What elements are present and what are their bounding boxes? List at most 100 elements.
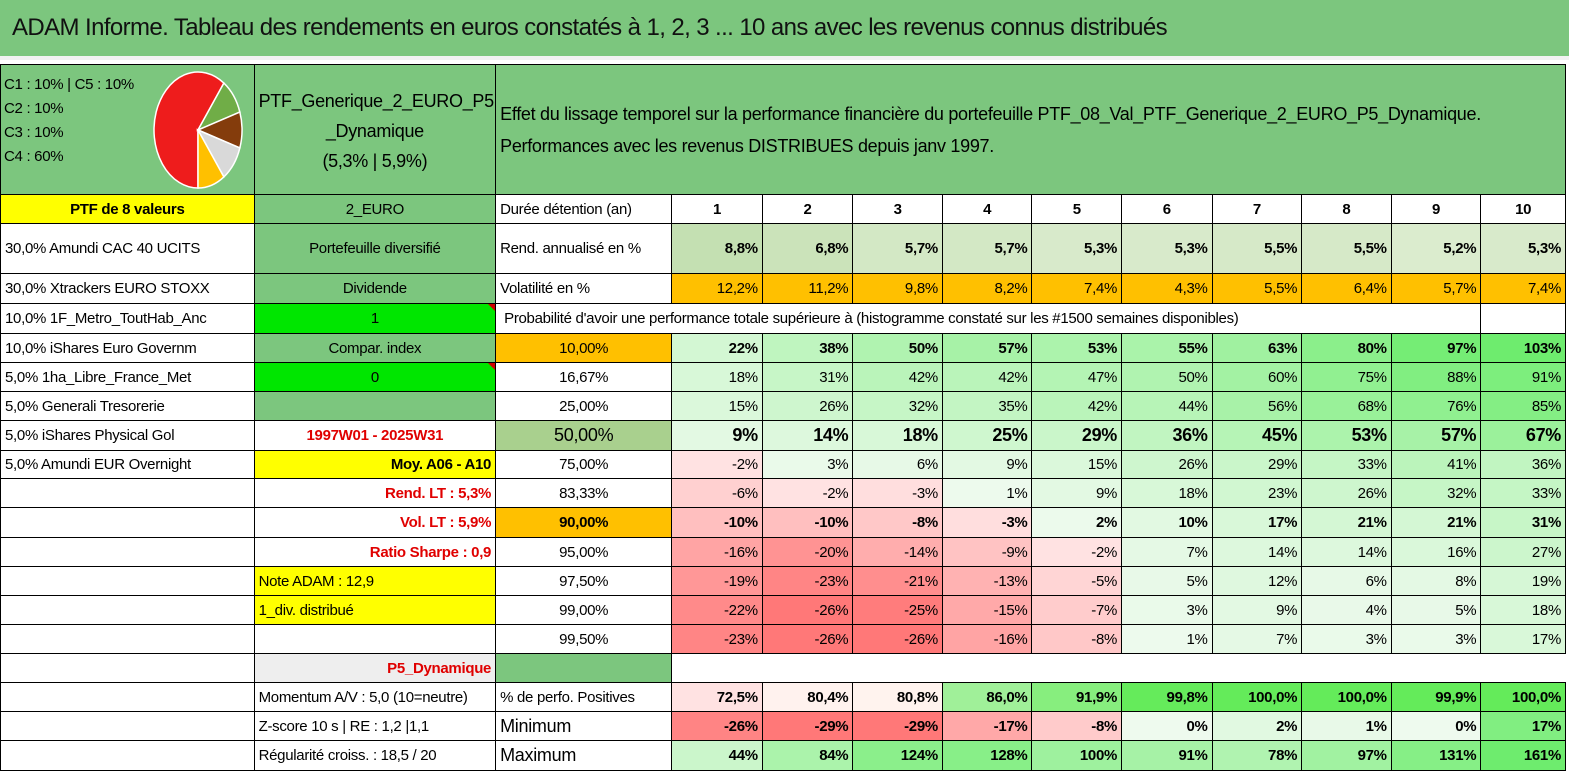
prob-value: -19% [671, 566, 763, 596]
prob-value: 5% [1390, 595, 1482, 625]
prob-value: 47% [1031, 362, 1123, 392]
holding-item: 30,0% Amundi CAC 40 UCITS [0, 223, 255, 274]
dividend-label: Dividende [253, 273, 497, 304]
minimum-label: Minimum [495, 711, 673, 741]
prob-value: 63% [1211, 333, 1303, 363]
prob-value: -16% [941, 624, 1033, 654]
empty-cell [1480, 303, 1566, 334]
year-header: 6 [1121, 194, 1213, 224]
year-header: 9 [1390, 194, 1482, 224]
prob-value: 53% [1301, 420, 1392, 451]
prob-value: 42% [941, 362, 1033, 392]
prob-value: 103% [1480, 333, 1566, 363]
portfolio-name-suffix: _Dynamique [325, 120, 424, 141]
return-value: 6,8% [761, 223, 854, 274]
prob-value: 57% [941, 333, 1033, 363]
volatility-row: 30,0% Xtrackers EURO STOXX Dividende Vol… [0, 273, 1566, 304]
threshold: 16,67% [495, 362, 673, 392]
prob-value: 68% [1301, 391, 1392, 421]
prob-value: 9% [671, 420, 763, 451]
pie-slice [197, 129, 225, 189]
pie-legend: C1 : 10% | C5 : 10% C2 : 10% C3 : 10% C4… [4, 73, 134, 169]
zscore-label: Z-score 10 s | RE : 1,2 |1,1 [253, 711, 497, 741]
duration-label: Durée détention (an) [495, 194, 673, 224]
prob-value: 3% [1390, 624, 1482, 654]
holding-item: 5,0% Amundi EUR Overnight [0, 450, 255, 479]
prob-row: 5,0% iShares Physical Gol 1997W01 - 2025… [0, 420, 1566, 451]
prob-row: 5,0% Generali Tresorerie 25,00% 15% 26% … [0, 391, 1566, 421]
return-value: 5,7% [852, 223, 943, 274]
prob-value: 44% [1121, 391, 1213, 421]
minimum-value: 2% [1211, 711, 1303, 741]
prob-value: 14% [761, 420, 854, 451]
prob-value: 26% [1301, 478, 1392, 508]
prob-value: -22% [671, 595, 763, 625]
empty-cell [0, 740, 255, 771]
prob-value: 56% [1211, 391, 1303, 421]
holding-item: 10,0% iShares Euro Governm [0, 333, 255, 363]
minimum-value: -8% [1031, 711, 1123, 741]
prob-value: 18% [671, 362, 763, 392]
prob-value: 3% [761, 450, 854, 479]
prob-value: 42% [852, 362, 943, 392]
currency-label: 2_EURO [253, 194, 497, 224]
volatility-value: 5,5% [1211, 273, 1303, 304]
year-header: 10 [1480, 194, 1566, 224]
prob-value: 16% [1390, 537, 1482, 567]
prob-value: 8% [1390, 566, 1482, 596]
ptf-label: PTF de 8 valeurs [0, 194, 255, 224]
return-value: 5,2% [1390, 223, 1482, 274]
prob-value: -23% [761, 566, 854, 596]
prob-value: -25% [852, 595, 943, 625]
prob-value: 14% [1301, 537, 1392, 567]
prob-value: 17% [1480, 624, 1566, 654]
prob-value: 32% [1390, 478, 1482, 508]
prob-value: -13% [941, 566, 1033, 596]
prob-value: -9% [941, 537, 1033, 567]
portfolio-stats: (5,3% | 5,9%) [322, 150, 428, 171]
maximum-value: 131% [1390, 740, 1482, 771]
prob-row: 5,0% 1ha_Libre_France_Met 0 16,67% 18% 3… [0, 362, 1566, 392]
empty-cell [0, 566, 255, 596]
prob-row: 1_div. distribué 99,00% -22% -26% -25% -… [0, 595, 1566, 625]
prob-value: -6% [671, 478, 763, 508]
maximum-label: Maximum [495, 740, 673, 771]
prob-value: 7% [1121, 537, 1213, 567]
volatility-value: 11,2% [761, 273, 854, 304]
maximum-row: Régularité croiss. : 18,5 / 20 Maximum 4… [0, 740, 1566, 771]
threshold: 99,50% [495, 624, 673, 654]
maximum-value: 100% [1031, 740, 1123, 771]
holding-item: 10,0% 1F_Metro_ToutHab_Anc [0, 303, 255, 334]
volatility-value: 4,3% [1121, 273, 1213, 304]
prob-value: 21% [1301, 507, 1392, 538]
prob-value: 3% [1301, 624, 1392, 654]
long-term-return: Rend. LT : 5,3% [253, 478, 497, 508]
pie-legend-item: C1 : 10% | C5 : 10% [4, 76, 134, 93]
profile-row: P5_Dynamique [0, 653, 1566, 683]
return-value: 5,7% [941, 223, 1033, 274]
return-row: 30,0% Amundi CAC 40 UCITS Portefeuille d… [0, 223, 1566, 274]
compar-index-label: Compar. index [253, 333, 497, 363]
return-label: Rend. annualisé en % [495, 223, 673, 274]
prob-value: -14% [852, 537, 943, 567]
prob-row: Ratio Sharpe : 0,9 95,00% -16% -20% -14%… [0, 537, 1566, 567]
prob-row: Note ADAM : 12,9 97,50% -19% -23% -21% -… [0, 566, 1566, 596]
year-header: 1 [671, 194, 763, 224]
prob-value: 15% [1031, 450, 1123, 479]
prob-value: 7% [1211, 624, 1303, 654]
prob-value: 75% [1301, 362, 1392, 392]
prob-value: 17% [1211, 507, 1303, 538]
threshold: 95,00% [495, 537, 673, 567]
minimum-value: 17% [1480, 711, 1566, 741]
prob-value: 23% [1211, 478, 1303, 508]
prob-value: 45% [1211, 420, 1303, 451]
empty-green-cell [253, 391, 497, 421]
empty-cell [0, 537, 255, 567]
prob-value: 25% [941, 420, 1033, 451]
positives-value: 99,8% [1121, 682, 1213, 712]
holding-item: 5,0% iShares Physical Gol [0, 420, 255, 451]
period-label: 1997W01 - 2025W31 [253, 420, 497, 451]
allocation-cell: C1 : 10% | C5 : 10% C2 : 10% C3 : 10% C4… [0, 64, 255, 195]
prob-value: 9% [941, 450, 1033, 479]
description-line: Effet du lissage temporel sur la perform… [500, 103, 1481, 124]
